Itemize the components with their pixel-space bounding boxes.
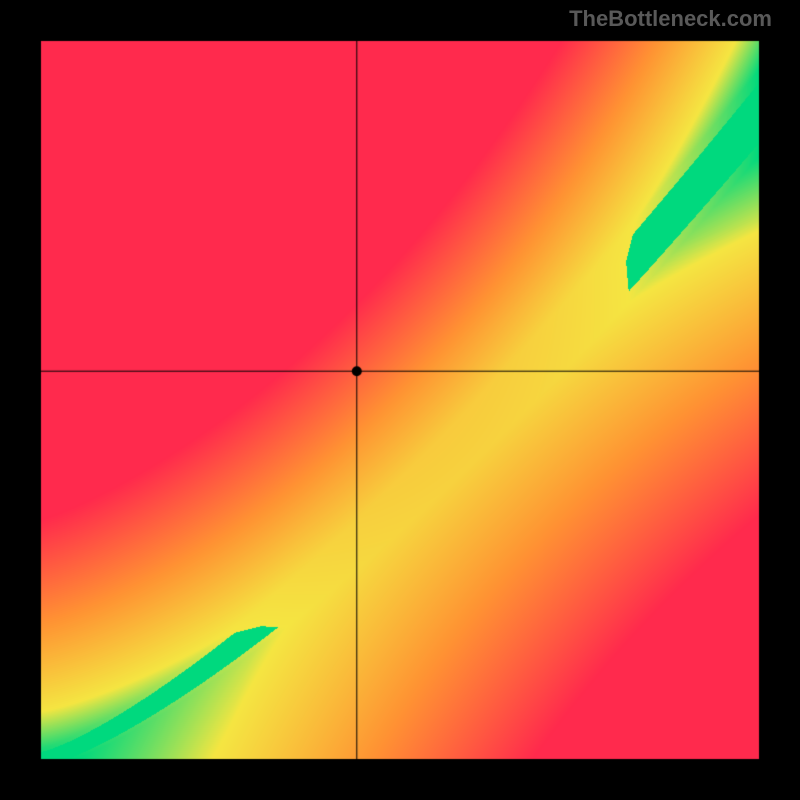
watermark-text: TheBottleneck.com [569,6,772,32]
chart-container: { "watermark": "TheBottleneck.com", "wat… [0,0,800,800]
bottleneck-heatmap [0,0,800,800]
